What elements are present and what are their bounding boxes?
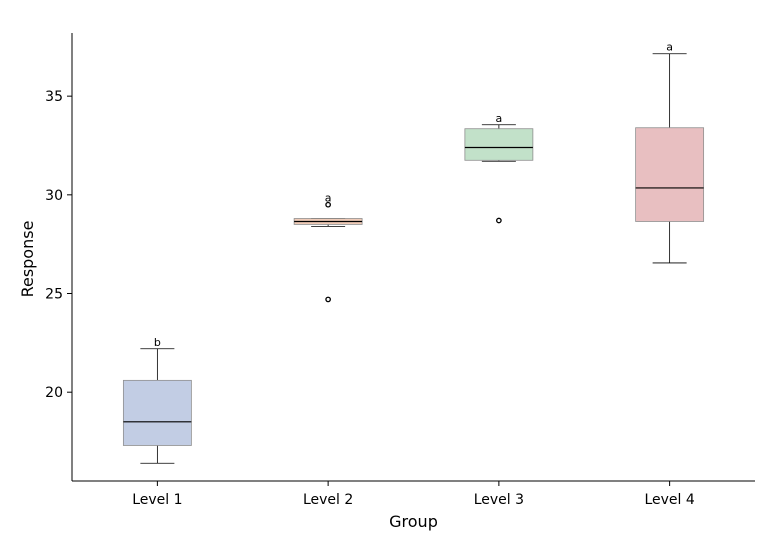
box-group: a [464, 112, 534, 224]
box-group: a [293, 192, 363, 303]
x-ticks: Level 1 Level 2 Level 3 Level 4 [132, 481, 695, 508]
y-tick-label: 25 [45, 287, 63, 303]
significance-letter: a [666, 41, 673, 54]
y-tick-label: 30 [45, 188, 63, 204]
outlier-point [325, 201, 331, 208]
y-tick-label: 35 [45, 89, 63, 105]
significance-letter: a [496, 112, 503, 125]
x-tick-label: Level 2 [303, 492, 353, 508]
box-iqr [464, 128, 534, 161]
x-tick-label: Level 4 [644, 492, 694, 508]
y-ticks: 20 25 30 35 [45, 89, 72, 401]
x-axis-label: Group [389, 512, 438, 531]
x-tick-label: Level 1 [132, 492, 182, 508]
boxes-layer: b a a a [122, 41, 705, 464]
outlier-point [496, 217, 502, 224]
box-group: a [635, 41, 705, 264]
significance-letter: b [154, 336, 161, 349]
box-iqr [635, 127, 705, 222]
box-iqr [122, 379, 192, 446]
outlier-point [325, 296, 331, 303]
significance-letter: a [325, 192, 332, 205]
y-axis-label: Response [18, 221, 37, 298]
box-group: b [122, 336, 192, 464]
y-tick-label: 20 [45, 385, 63, 401]
x-tick-label: Level 3 [474, 492, 524, 508]
